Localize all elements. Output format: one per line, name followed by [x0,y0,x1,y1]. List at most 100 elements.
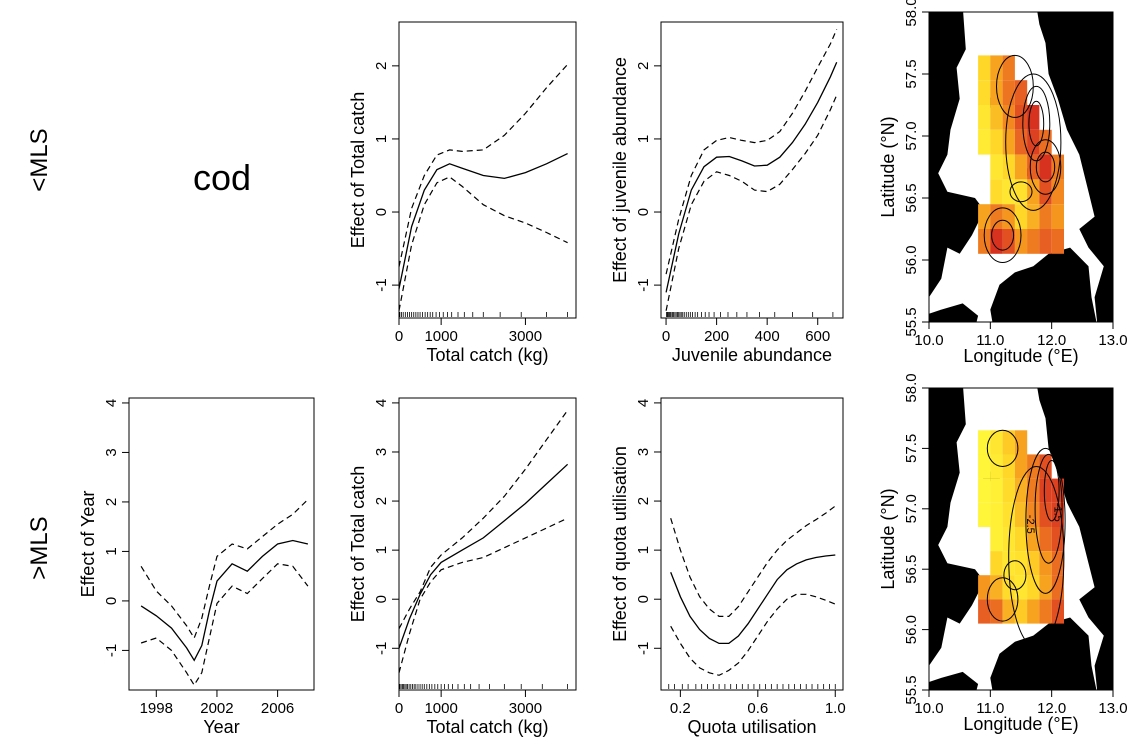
heat-cell [978,454,991,479]
x-tick-label: 0.6 [747,700,768,717]
y-axis-title: Effect of Total catch [348,92,368,248]
series-upper [398,63,569,267]
heat-cell [1051,204,1064,229]
row-label-above-mls: >MLS [26,516,53,579]
y-axis-title: Effect of quota utilisation [610,446,630,642]
heat-cell [990,204,1003,229]
funen-land [929,671,979,690]
zealand-land [990,247,1097,322]
p-lt-map: 10.0 11.0 12.0 13.0 55.5 56.0 56.5 57.0 57.5 58.0… [878,0,1128,366]
y-tick-label: 2 [373,497,390,505]
x-tick-label: 0 [395,700,403,717]
heat-cell [978,599,991,624]
contour-label: -1.5 [1052,503,1064,522]
rug [666,312,834,317]
heat-cell [1014,105,1028,130]
contour-line [996,54,1034,118]
series-fit [665,61,838,293]
y-tick-label: 57.5 [903,59,920,88]
heat-cell [990,526,1003,552]
x-tick-label: 12.0 [1037,700,1066,717]
heat-cell [1002,454,1015,479]
y-tick-label: 3 [373,448,390,456]
heat-cell [990,575,1003,600]
species-label: cod [193,157,251,198]
x-tick-label: 13.0 [1098,700,1127,717]
heat-cell [978,575,991,600]
y-axis-title: Effect of juvenile abundance [610,57,630,283]
jutland-land [929,388,985,666]
x-tick-label: 13.0 [1098,332,1127,349]
rug [668,684,836,689]
x-axis-title: Longitude (°E) [963,714,1078,734]
y-tick-label: 56.0 [903,615,920,644]
p-gt-quota: 0.2 0.6 1.0 -1 0 1 2 3 4 Quota utilisation Effect … [610,397,846,737]
heat-cell [1002,478,1015,503]
y-tick-label: 4 [373,399,390,407]
heat-cell [978,105,991,130]
plot-frame [928,387,1114,691]
heat-cell [990,55,1003,81]
plot-frame [928,11,1114,323]
heat-cell [990,105,1003,130]
heat-cell [978,478,991,503]
x-tick-label: 0 [662,328,670,345]
y-tick-label: -1 [635,278,652,291]
heat-cell [1014,80,1028,105]
x-tick-label: 10.0 [914,332,943,349]
y-tick-label: 2 [635,62,652,70]
y-axis-title: Latitude (°N) [878,488,898,589]
y-tick-label: 0 [635,595,652,603]
plot-frame [398,21,577,319]
map-area: -2.5 -1.5 [929,388,1113,690]
heat-cell [1039,599,1052,624]
jutland-land [929,12,985,298]
heat-cell [1002,154,1015,180]
contour-line [1034,453,1063,564]
p-gt-year: 1998 2002 2006 -1 0 1 2 3 4 Year Effect of Year [78,397,315,737]
heat-cell [1051,502,1064,527]
y-tick-label: 0 [373,208,390,216]
contour-line [991,219,1015,251]
contour-line [1022,85,1051,162]
y-tick-label: 58.0 [903,373,920,402]
heat-cell [1051,551,1064,576]
x-axis-title: Longitude (°E) [963,346,1078,366]
x-tick-label: 2006 [261,700,294,717]
p-lt-juvenile: 0 200 400 600 -1 0 1 2 Juvenile abundance Effect … [610,21,844,365]
map-area [929,12,1113,322]
heat-cell [990,154,1003,180]
heat-cell [1039,575,1052,600]
heat-cell [978,204,991,229]
y-tick-label: 55.5 [903,307,920,336]
y-tick-label: 1 [373,135,390,143]
heat-cell [1039,204,1052,229]
series-upper [665,29,838,275]
x-tick-label: 12.0 [1037,332,1066,349]
contour-line [1043,460,1060,522]
plot-frame [660,397,844,691]
heat-cell [1027,599,1040,624]
contour-line [1029,139,1062,195]
y-tick-label: 1 [103,547,120,555]
y-tick-label: 1 [635,135,652,143]
x-tick-label: 1000 [424,700,457,717]
y-tick-label: 56.5 [903,183,920,212]
heat-cell [1027,204,1040,229]
contour-line [986,429,1019,467]
y-tick-label: 57.5 [903,434,920,463]
series-fit [398,463,569,649]
series-lower [670,593,836,676]
y-tick-label: 0 [103,597,120,605]
heat-cell [990,478,1003,503]
zealand-land [990,617,1097,690]
heat-cell [990,229,1003,254]
series-lower [140,563,309,687]
heat-cell [990,502,1003,527]
x-tick-label: 0.2 [670,700,691,717]
heat-cell [990,454,1003,479]
contours [983,54,1062,263]
heat-cell [1014,526,1028,552]
heat-cell [978,129,991,155]
heat-cell [1051,229,1064,254]
